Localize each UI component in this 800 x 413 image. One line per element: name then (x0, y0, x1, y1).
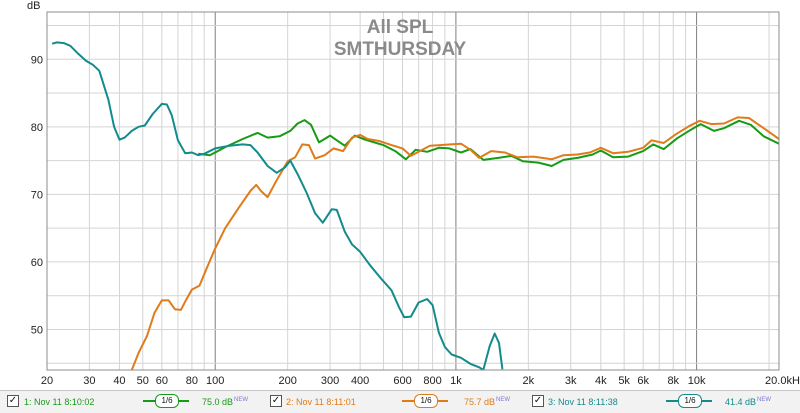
series-line-3 (51, 41, 504, 370)
x-tick-label: 4k (595, 375, 607, 387)
x-tick-label: 100 (206, 375, 224, 387)
chart-grid (47, 12, 779, 370)
legend-entry-2: ✓ 2: Nov 11 8:11:01 1/6 75.7 dBNEW (266, 391, 532, 413)
x-tick-label: 1k (450, 375, 462, 387)
chart-subtitle: SMTHURSDAY (334, 39, 467, 60)
x-tick-label: 600 (393, 375, 411, 387)
series-3-label: 3: Nov 11 8:11:38 (548, 397, 618, 407)
series-3-smoothing-control[interactable]: 1/6 (666, 391, 712, 411)
x-tick-label: 20.0kHz (765, 375, 800, 387)
y-tick-label: 80 (31, 122, 43, 134)
x-tick-label: 3k (565, 375, 577, 387)
y-tick-label: 90 (31, 54, 43, 66)
legend-entry-3: ✓ 3: Nov 11 8:11:38 1/6 41.4 dBNEW (532, 391, 800, 413)
axis-ticks: 20 30 40 50 60 80 100 200 300 400 600 800 1k 2k 3k 4k 5k… (31, 54, 800, 387)
x-tick-label: 10k (688, 375, 706, 387)
x-tick-label: 300 (321, 375, 339, 387)
y-tick-label: 50 (31, 324, 43, 336)
series-1-smoothing-control[interactable]: 1/6 (143, 391, 189, 411)
series-3-smoothing-button[interactable]: 1/6 (678, 394, 702, 408)
series-line-2 (130, 116, 779, 370)
x-tick-label: 50 (137, 375, 149, 387)
x-tick-label: 6k (637, 375, 649, 387)
series-3-new-flag: NEW (757, 397, 772, 403)
x-tick-label: 400 (351, 375, 369, 387)
series-1-level: 75.0 dBNEW (202, 397, 249, 407)
chart-title: All SPL (367, 17, 434, 38)
x-tick-label: 200 (278, 375, 296, 387)
chart-series (51, 41, 779, 370)
series-2-smoothing-control[interactable]: 1/6 (402, 391, 448, 411)
series-1-checkbox[interactable]: ✓ (7, 395, 19, 407)
x-tick-label: 8k (667, 375, 679, 387)
x-tick-label: 30 (83, 375, 95, 387)
series-1-label: 1: Nov 11 8:10:02 (24, 397, 95, 407)
y-tick-label: 60 (31, 257, 43, 269)
x-tick-label: 5k (618, 375, 630, 387)
plot-frame (46, 11, 780, 371)
series-2-label: 2: Nov 11 8:11:01 (286, 397, 356, 407)
series-1-new-flag: NEW (234, 397, 249, 403)
series-2-checkbox[interactable]: ✓ (270, 395, 282, 407)
x-tick-label: 800 (423, 375, 441, 387)
spl-chart: 20 30 40 50 60 80 100 200 300 400 600 800 1k 2k 3k 4k 5k… (27, 0, 800, 387)
y-tick-label: 70 (31, 189, 43, 201)
x-tick-label: 20 (41, 375, 53, 387)
x-tick-label: 2k (523, 375, 535, 387)
series-3-level: 41.4 dBNEW (725, 397, 772, 407)
series-2-new-flag: NEW (496, 397, 511, 403)
legend-bar: ✓ 1: Nov 11 8:10:02 1/6 75.0 dBNEW ✓ 2: … (0, 390, 800, 413)
series-1-smoothing-button[interactable]: 1/6 (155, 394, 179, 408)
series-2-smoothing-button[interactable]: 1/6 (414, 394, 438, 408)
x-tick-label: 80 (186, 375, 198, 387)
series-line-1 (198, 119, 779, 167)
x-tick-label: 40 (113, 375, 125, 387)
series-3-checkbox[interactable]: ✓ (532, 395, 544, 407)
y-axis-label: dB (27, 0, 40, 12)
x-tick-label: 60 (156, 375, 168, 387)
legend-entry-1: ✓ 1: Nov 11 8:10:02 1/6 75.0 dBNEW (0, 391, 266, 413)
series-2-level: 75.7 dBNEW (464, 397, 511, 407)
